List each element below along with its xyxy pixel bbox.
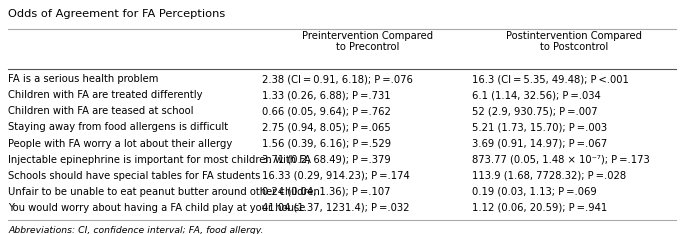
Text: You would worry about having a FA child play at your house: You would worry about having a FA child … xyxy=(8,203,305,213)
Text: 1.12 (0.06, 20.59); P =.941: 1.12 (0.06, 20.59); P =.941 xyxy=(472,203,607,213)
Text: 1.56 (0.39, 6.16); P =.529: 1.56 (0.39, 6.16); P =.529 xyxy=(262,139,391,149)
Text: Abbreviations: CI, confidence interval; FA, food allergy.: Abbreviations: CI, confidence interval; … xyxy=(8,226,264,234)
Text: Preintervention Compared
to Precontrol: Preintervention Compared to Precontrol xyxy=(302,31,433,52)
Text: 0.19 (0.03, 1.13; P =.069: 0.19 (0.03, 1.13; P =.069 xyxy=(472,187,597,197)
Text: 0.66 (0.05, 9.64); P =.762: 0.66 (0.05, 9.64); P =.762 xyxy=(262,106,391,116)
Text: FA is a serious health problem: FA is a serious health problem xyxy=(8,74,158,84)
Text: 52 (2.9, 930.75); P =.007: 52 (2.9, 930.75); P =.007 xyxy=(472,106,598,116)
Text: Odds of Agreement for FA Perceptions: Odds of Agreement for FA Perceptions xyxy=(8,9,226,19)
Text: 873.77 (0.05, 1.48 × 10⁻⁷); P =.173: 873.77 (0.05, 1.48 × 10⁻⁷); P =.173 xyxy=(472,155,650,165)
Text: 2.75 (0.94, 8.05); P =.065: 2.75 (0.94, 8.05); P =.065 xyxy=(262,122,391,132)
Text: 1.33 (0.26, 6.88); P =.731: 1.33 (0.26, 6.88); P =.731 xyxy=(262,90,391,100)
Text: People with FA worry a lot about their allergy: People with FA worry a lot about their a… xyxy=(8,139,232,149)
Text: Schools should have special tables for FA students: Schools should have special tables for F… xyxy=(8,171,260,181)
Text: 41.04 (1.37, 1231.4); P =.032: 41.04 (1.37, 1231.4); P =.032 xyxy=(262,203,409,213)
Text: 3.69 (0.91, 14.97); P =.067: 3.69 (0.91, 14.97); P =.067 xyxy=(472,139,607,149)
Text: Staying away from food allergens is difficult: Staying away from food allergens is diff… xyxy=(8,122,228,132)
Text: Children with FA are teased at school: Children with FA are teased at school xyxy=(8,106,194,116)
Text: Postintervention Compared
to Postcontrol: Postintervention Compared to Postcontrol xyxy=(506,31,642,52)
Text: 3.71 (0.2, 68.49); P =.379: 3.71 (0.2, 68.49); P =.379 xyxy=(262,155,391,165)
Text: 0.24 (0.04, 1.36); P =.107: 0.24 (0.04, 1.36); P =.107 xyxy=(262,187,391,197)
Text: 16.3 (CI = 5.35, 49.48); P <.001: 16.3 (CI = 5.35, 49.48); P <.001 xyxy=(472,74,629,84)
Text: 2.38 (CI = 0.91, 6.18); P =.076: 2.38 (CI = 0.91, 6.18); P =.076 xyxy=(262,74,413,84)
Text: 113.9 (1.68, 7728.32); P =.028: 113.9 (1.68, 7728.32); P =.028 xyxy=(472,171,627,181)
Text: 6.1 (1.14, 32.56); P =.034: 6.1 (1.14, 32.56); P =.034 xyxy=(472,90,601,100)
Text: Children with FA are treated differently: Children with FA are treated differently xyxy=(8,90,203,100)
Text: 5.21 (1.73, 15.70); P =.003: 5.21 (1.73, 15.70); P =.003 xyxy=(472,122,607,132)
Text: 16.33 (0.29, 914.23); P =.174: 16.33 (0.29, 914.23); P =.174 xyxy=(262,171,410,181)
Text: Unfair to be unable to eat peanut butter around other children: Unfair to be unable to eat peanut butter… xyxy=(8,187,320,197)
Text: Injectable epinephrine is important for most children with FA: Injectable epinephrine is important for … xyxy=(8,155,311,165)
